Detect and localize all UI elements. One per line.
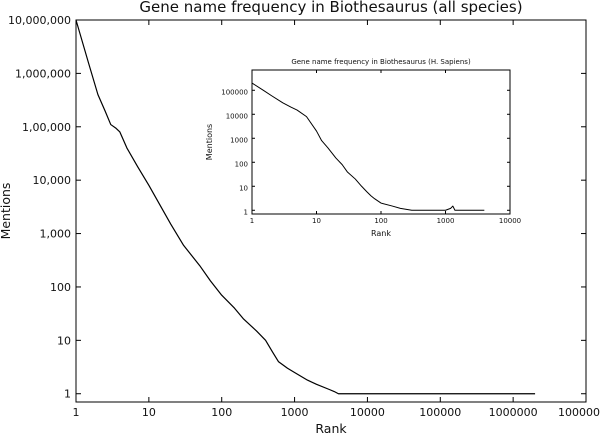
main-x-axis-label: Rank [315,421,347,435]
main-y-tick-label: 1,000 [40,228,72,241]
inset-y-tick-label: 1000 [230,136,248,144]
inset-y-tick-label: 100000 [221,88,248,96]
main-y-tick-label: 1,00,000 [22,121,71,134]
inset-x-tick-label: 10 [312,217,321,225]
main-x-tick-label: 100000 [419,406,461,419]
inset-x-tick-label: 1000 [437,217,455,225]
inset-chart-title: Gene name frequency in Biothesaurus (H. … [291,58,471,66]
main-plot-frame [75,19,587,403]
inset-plot-frame [251,69,511,215]
inset-y-tick-label: 10000 [226,112,248,120]
inset-x-tick-label: 1 [250,217,254,225]
inset-y-tick-label: 1 [244,208,248,216]
main-y-tick-label: 1,000,000 [15,67,71,80]
main-x-tick-label: 1000000 [489,406,538,419]
main-y-tick-label: 10,000 [33,174,72,187]
main-x-tick-label: 10 [142,406,156,419]
main-chart-ticks: 1 10 100 1000 10000 100000 1000000 10000000 1 10 1… [8,14,600,419]
main-series-line [75,19,536,395]
inset-background [232,52,568,242]
main-x-tick-label: 1000 [281,406,309,419]
main-y-tick-label: 100 [50,281,71,294]
main-y-tick-label: 1 [64,388,71,401]
inset-x-axis-label: Rank [371,229,391,238]
inset-x-tick-label: 10000 [499,217,521,225]
main-x-tick-label: 100 [211,406,232,419]
inset-x-tick-label: 100 [374,217,387,225]
inset-chart: Gene name frequency in Biothesaurus (H. … [205,52,568,242]
main-y-tick-label: 10,000,000 [8,14,71,27]
inset-y-axis-label: Mentions [205,124,214,160]
main-y-axis-label: Mentions [0,183,13,240]
main-x-tick-label: 10000000 [558,406,600,419]
main-x-tick-label: 10000 [350,406,385,419]
main-y-tick-label: 10 [57,334,71,347]
inset-y-tick-label: 100 [235,160,248,168]
inset-y-tick-label: 10 [239,184,248,192]
main-chart-title: Gene name frequency in Biothesaurus (all… [139,0,522,16]
main-x-tick-label: 1 [73,406,80,419]
inset-series-line [251,82,485,211]
